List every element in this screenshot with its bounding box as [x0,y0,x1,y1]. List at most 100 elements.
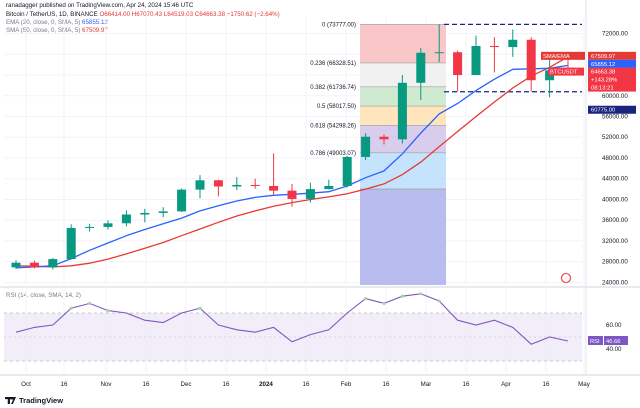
time-tick-label: 2024 [259,381,273,388]
rsi-overbought-marker [400,294,404,298]
rsi-overbought-marker [419,292,423,296]
time-tick-label: 16 [223,381,230,388]
sma-name-label: SMA/EMA [543,54,570,60]
ema-price-value: 65855.12 [591,62,615,68]
current-price-tag [588,67,636,92]
time-tick-label: Oct [21,381,31,388]
sma-price-value: 67509.97 [591,54,615,60]
candle-body [416,52,426,83]
brand-text: TradingView [19,396,64,405]
price-tick-label: 52000.00 [602,134,628,141]
sma-legend[interactable]: SMA (50, close, 0, SMA, 5) 67509.97 [6,27,108,35]
sma-50-line [15,56,569,268]
candle-body [471,45,481,76]
rsi-overbought-marker [69,306,73,310]
price-tick-label: 36000.00 [602,217,628,224]
rsi-overbought-marker [364,297,368,301]
candle-body [121,214,131,224]
rsi-overbought-marker [437,299,441,303]
time-tick-label: 16 [543,381,550,388]
price-tick-label: 28000.00 [602,259,628,266]
sma-price-tag [588,51,636,60]
price-tick-label: 56000.00 [602,114,628,121]
rsi-tick-label: 40.00 [606,346,622,353]
ema-price-tag [588,59,636,68]
fib-zone [360,152,446,190]
price-tick-label: 40000.00 [602,196,628,203]
rsi-overbought-marker [106,309,110,313]
candle-body [177,189,187,212]
time-tick-label: 16 [143,381,150,388]
time-tick-label: 16 [303,381,310,388]
ema-legend[interactable]: EMA (20, close, 0, SMA, 5) 65855.12 [6,19,108,27]
time-tick-label: Feb [341,381,352,388]
candle-body [324,185,334,190]
price-tick-label: 32000.00 [602,238,628,245]
candle-body [195,180,205,190]
candle-body [379,136,389,140]
fib-level-label: 0.382 (61736.74) [310,85,356,91]
ohlc-values: O66414.00 H67070.43 L64519.03 C64663.38 … [99,11,280,18]
rsi-tick-label: 60.00 [606,322,622,329]
publisher-text: ranadagger published on TradingView.com,… [6,2,194,9]
sma-legend-value: 67509.97 [82,27,108,34]
ema-legend-label: EMA (20, close, 0, SMA, 5) [6,19,81,26]
candle-body [508,39,518,48]
level-price-tag [588,105,636,114]
fib-level-label: 0.236 (66328.51) [310,61,356,67]
tradingview-logo-icon [5,397,16,404]
time-tick-label: Dec [180,381,191,388]
fib-level-label: 0 (73777.00) [322,22,356,28]
candle-body [103,223,113,227]
price-tick-label: 60000.00 [602,93,628,100]
tradingview-brand[interactable]: TradingView [5,396,63,405]
ema-legend-value: 65855.12 [82,19,108,26]
candle-body [342,156,352,186]
bar-countdown-timer: 08:13:21 [591,86,614,92]
price-tick-label: 44000.00 [602,176,628,183]
candle-body [361,136,371,157]
fib-zone [360,189,446,285]
candle-body [232,184,242,187]
time-tick-label: May [578,381,591,388]
symbol-name-label: BTCUSDT [550,70,578,76]
symbol-title: Bitcoin / TetherUS, 1D, BINANCE [6,11,98,18]
fib-level-label: 0.618 (54298.26) [310,123,356,129]
time-tick-label: 16 [463,381,470,388]
candle-body [250,184,260,186]
candle-body [66,227,76,260]
sma-legend-label: SMA (50, close, 0, SMA, 5) [6,27,81,34]
sma-name-tag [541,51,585,60]
fib-level-label: 0.786 (49003.07) [310,151,356,157]
candle-body [213,180,223,187]
event-icon[interactable] [560,272,572,284]
candle-body [287,190,297,199]
time-tick-label: Apr [501,381,511,388]
candle-body [489,45,499,48]
percent-change-value: +143.28% [591,78,617,84]
rsi-name-label: RSI [590,339,600,345]
rsi-legend-label: RSI (14, close, SMA, 14, 2) [6,292,81,299]
candle-body [526,39,536,81]
price-tick-label: 24000.00 [602,279,628,286]
symbol-line: Bitcoin / TetherUS, 1D, BINANCE O66414.0… [6,11,280,19]
rsi-legend[interactable]: RSI (14, close, SMA, 14, 2) [6,292,81,300]
candle-body [305,189,315,199]
candle-body [140,212,150,215]
fib-zone [360,24,446,63]
symbol-name-tag [548,67,584,76]
rsi-value-tag [604,336,628,346]
candle-body [29,262,39,268]
rsi-value-label: 46.66 [606,339,621,345]
price-tick-label: 48000.00 [602,155,628,162]
current-price-value: 64663.38 [591,70,615,76]
rsi-overbought-marker [198,306,202,310]
rsi-name-tag [588,336,603,346]
rsi-overbought-marker [88,301,92,305]
candle-body [397,82,407,140]
candle-body [11,262,21,268]
candle-body [269,185,279,191]
time-tick-label: Mar [421,381,432,388]
rsi-overbought-marker [382,301,386,305]
